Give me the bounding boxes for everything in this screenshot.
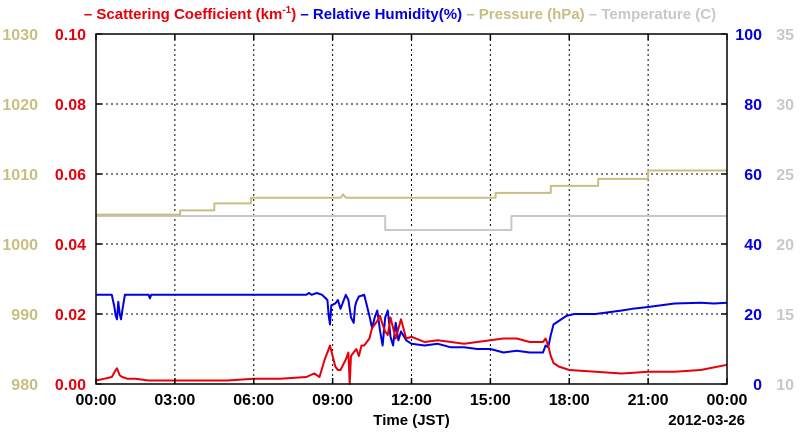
x-axis-label: Time (JST) bbox=[373, 412, 449, 429]
legend-entry-tail: ) bbox=[291, 6, 296, 23]
date-label: 2012-03-26 bbox=[668, 412, 745, 429]
temperature-tick-label: 20 bbox=[776, 237, 794, 254]
temperature-tick-label: 35 bbox=[776, 27, 794, 44]
x-tick-label: 12:00 bbox=[391, 392, 432, 409]
scattering-tick-label: 0.02 bbox=[55, 307, 86, 324]
x-tick-label: 03:00 bbox=[154, 392, 195, 409]
pressure-tick-label: 980 bbox=[11, 377, 38, 394]
temperature-tick-label: 15 bbox=[776, 307, 794, 324]
chart-grid bbox=[96, 34, 727, 384]
chart-legend: – Scattering Coefficient (km-1) – Relati… bbox=[84, 5, 716, 23]
humidity-tick-label: 0 bbox=[753, 377, 762, 394]
x-tick-label: 06:00 bbox=[233, 392, 274, 409]
pressure-tick-label: 990 bbox=[11, 307, 38, 324]
scattering-series-line bbox=[95, 314, 728, 385]
legend-entry: – Scattering Coefficient (km bbox=[84, 6, 282, 23]
legend-text: – Scattering Coefficient (km-1) – Relati… bbox=[84, 5, 716, 23]
x-tick-label: 21:00 bbox=[628, 392, 669, 409]
x-tick-label: 00:00 bbox=[76, 392, 117, 409]
humidity-tick-label: 40 bbox=[744, 237, 762, 254]
x-tick-label: 18:00 bbox=[549, 392, 590, 409]
legend-entry: – Relative Humidity(%) bbox=[296, 6, 462, 23]
humidity-tick-label: 20 bbox=[744, 307, 762, 324]
temperature-series-line bbox=[96, 215, 727, 231]
legend-entry: – Temperature (C) bbox=[585, 6, 716, 23]
legend-superscript: -1 bbox=[282, 5, 291, 16]
humidity-tick-label: 60 bbox=[744, 167, 762, 184]
scattering-tick-label: 0.00 bbox=[55, 377, 86, 394]
scattering-tick-label: 0.04 bbox=[55, 237, 86, 254]
x-tick-label: 15:00 bbox=[470, 392, 511, 409]
pressure-tick-label: 1000 bbox=[2, 237, 38, 254]
temperature-tick-label: 25 bbox=[776, 167, 794, 184]
temperature-tick-label: 10 bbox=[776, 377, 794, 394]
axis-ticks: 00:00 03:00 06:00 09:00 12:00 15:00 18:00 21:00… bbox=[2, 27, 794, 409]
pressure-tick-label: 1010 bbox=[2, 167, 38, 184]
humidity-tick-label: 100 bbox=[735, 27, 762, 44]
legend-entry: – Pressure (hPa) bbox=[462, 6, 585, 23]
humidity-series-line bbox=[96, 292, 728, 354]
pressure-tick-label: 1020 bbox=[2, 97, 38, 114]
scattering-tick-label: 0.08 bbox=[55, 97, 86, 114]
humidity-tick-label: 80 bbox=[744, 97, 762, 114]
pressure-series-line bbox=[96, 169, 727, 216]
temperature-tick-label: 30 bbox=[776, 97, 794, 114]
chart-series bbox=[95, 169, 728, 385]
scattering-tick-label: 0.06 bbox=[55, 167, 86, 184]
x-tick-label: 09:00 bbox=[312, 392, 353, 409]
pressure-tick-label: 1030 bbox=[2, 27, 38, 44]
scattering-tick-label: 0.10 bbox=[55, 27, 86, 44]
x-tick-label: 00:00 bbox=[707, 392, 748, 409]
